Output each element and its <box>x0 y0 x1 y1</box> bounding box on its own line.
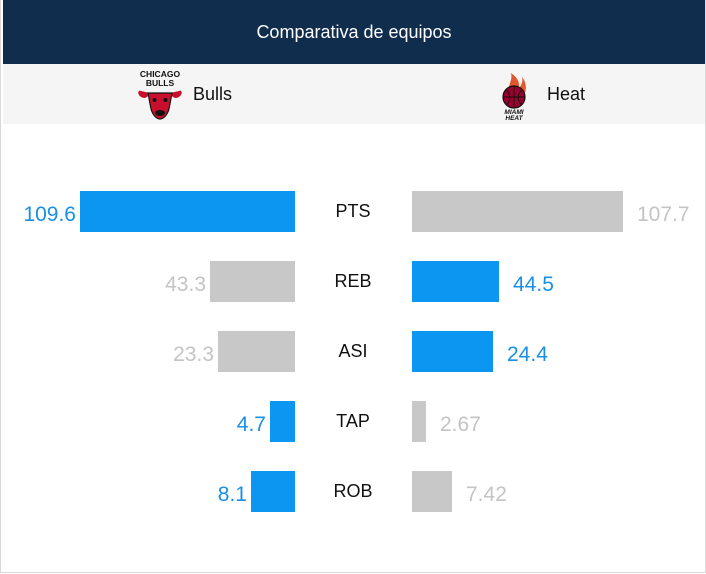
category-label: PTS <box>335 201 370 221</box>
card-title: Comparativa de equipos <box>256 21 452 42</box>
value-label-home: 8.1 <box>218 483 247 506</box>
team-name-home: Bulls <box>193 83 233 104</box>
bull-head-icon: CHICAGO BULLS <box>138 69 182 120</box>
value-label-away: 7.42 <box>466 483 507 506</box>
category-label: TAP <box>336 411 370 431</box>
category-label: REB <box>334 271 371 291</box>
stat-row-tap: TAP 4.7 2.67 <box>237 401 481 442</box>
flaming-basketball-icon: MIAMI HEAT <box>502 73 526 121</box>
away-logo-line1: MIAMI <box>504 109 523 116</box>
home-logo-line1: CHICAGO <box>140 69 181 79</box>
value-label-away: 24.4 <box>507 343 548 366</box>
away-logo-line2: HEAT <box>505 115 523 121</box>
value-label-home: 43.3 <box>165 273 206 296</box>
value-label-home: 23.3 <box>173 343 214 366</box>
bar-home-pts <box>80 191 295 232</box>
value-label-away: 2.67 <box>440 413 481 436</box>
bar-away-rob <box>412 471 452 512</box>
bar-away-tap <box>412 401 426 442</box>
value-label-away: 44.5 <box>513 273 554 296</box>
bar-home-reb <box>210 261 295 302</box>
bar-home-rob <box>251 471 295 512</box>
bar-away-reb <box>412 261 499 302</box>
stat-row-pts: PTS 109.6 107.7 <box>23 191 690 232</box>
value-label-home: 4.7 <box>237 413 266 436</box>
stat-row-asi: ASI 23.3 24.4 <box>173 331 548 372</box>
category-label: ASI <box>338 341 367 361</box>
value-label-home: 109.6 <box>23 203 76 226</box>
teams-row: CHICAGO BULLS Bulls MIAMI HEAT Heat <box>3 64 705 124</box>
team-name-away: Heat <box>547 83 586 104</box>
category-label: ROB <box>333 481 372 501</box>
bar-away-pts <box>412 191 623 232</box>
bar-away-asi <box>412 331 493 372</box>
value-label-away: 107.7 <box>637 203 690 226</box>
team-home[interactable]: CHICAGO BULLS Bulls <box>133 64 232 124</box>
bar-home-tap <box>270 401 295 442</box>
stat-row-rob: ROB 8.1 7.42 <box>218 471 507 512</box>
stat-row-reb: REB 43.3 44.5 <box>165 261 554 302</box>
team-away[interactable]: MIAMI HEAT Heat <box>487 64 585 124</box>
card-header: Comparativa de equipos <box>3 0 705 64</box>
home-logo-line2: BULLS <box>146 78 175 88</box>
bar-home-asi <box>218 331 295 372</box>
